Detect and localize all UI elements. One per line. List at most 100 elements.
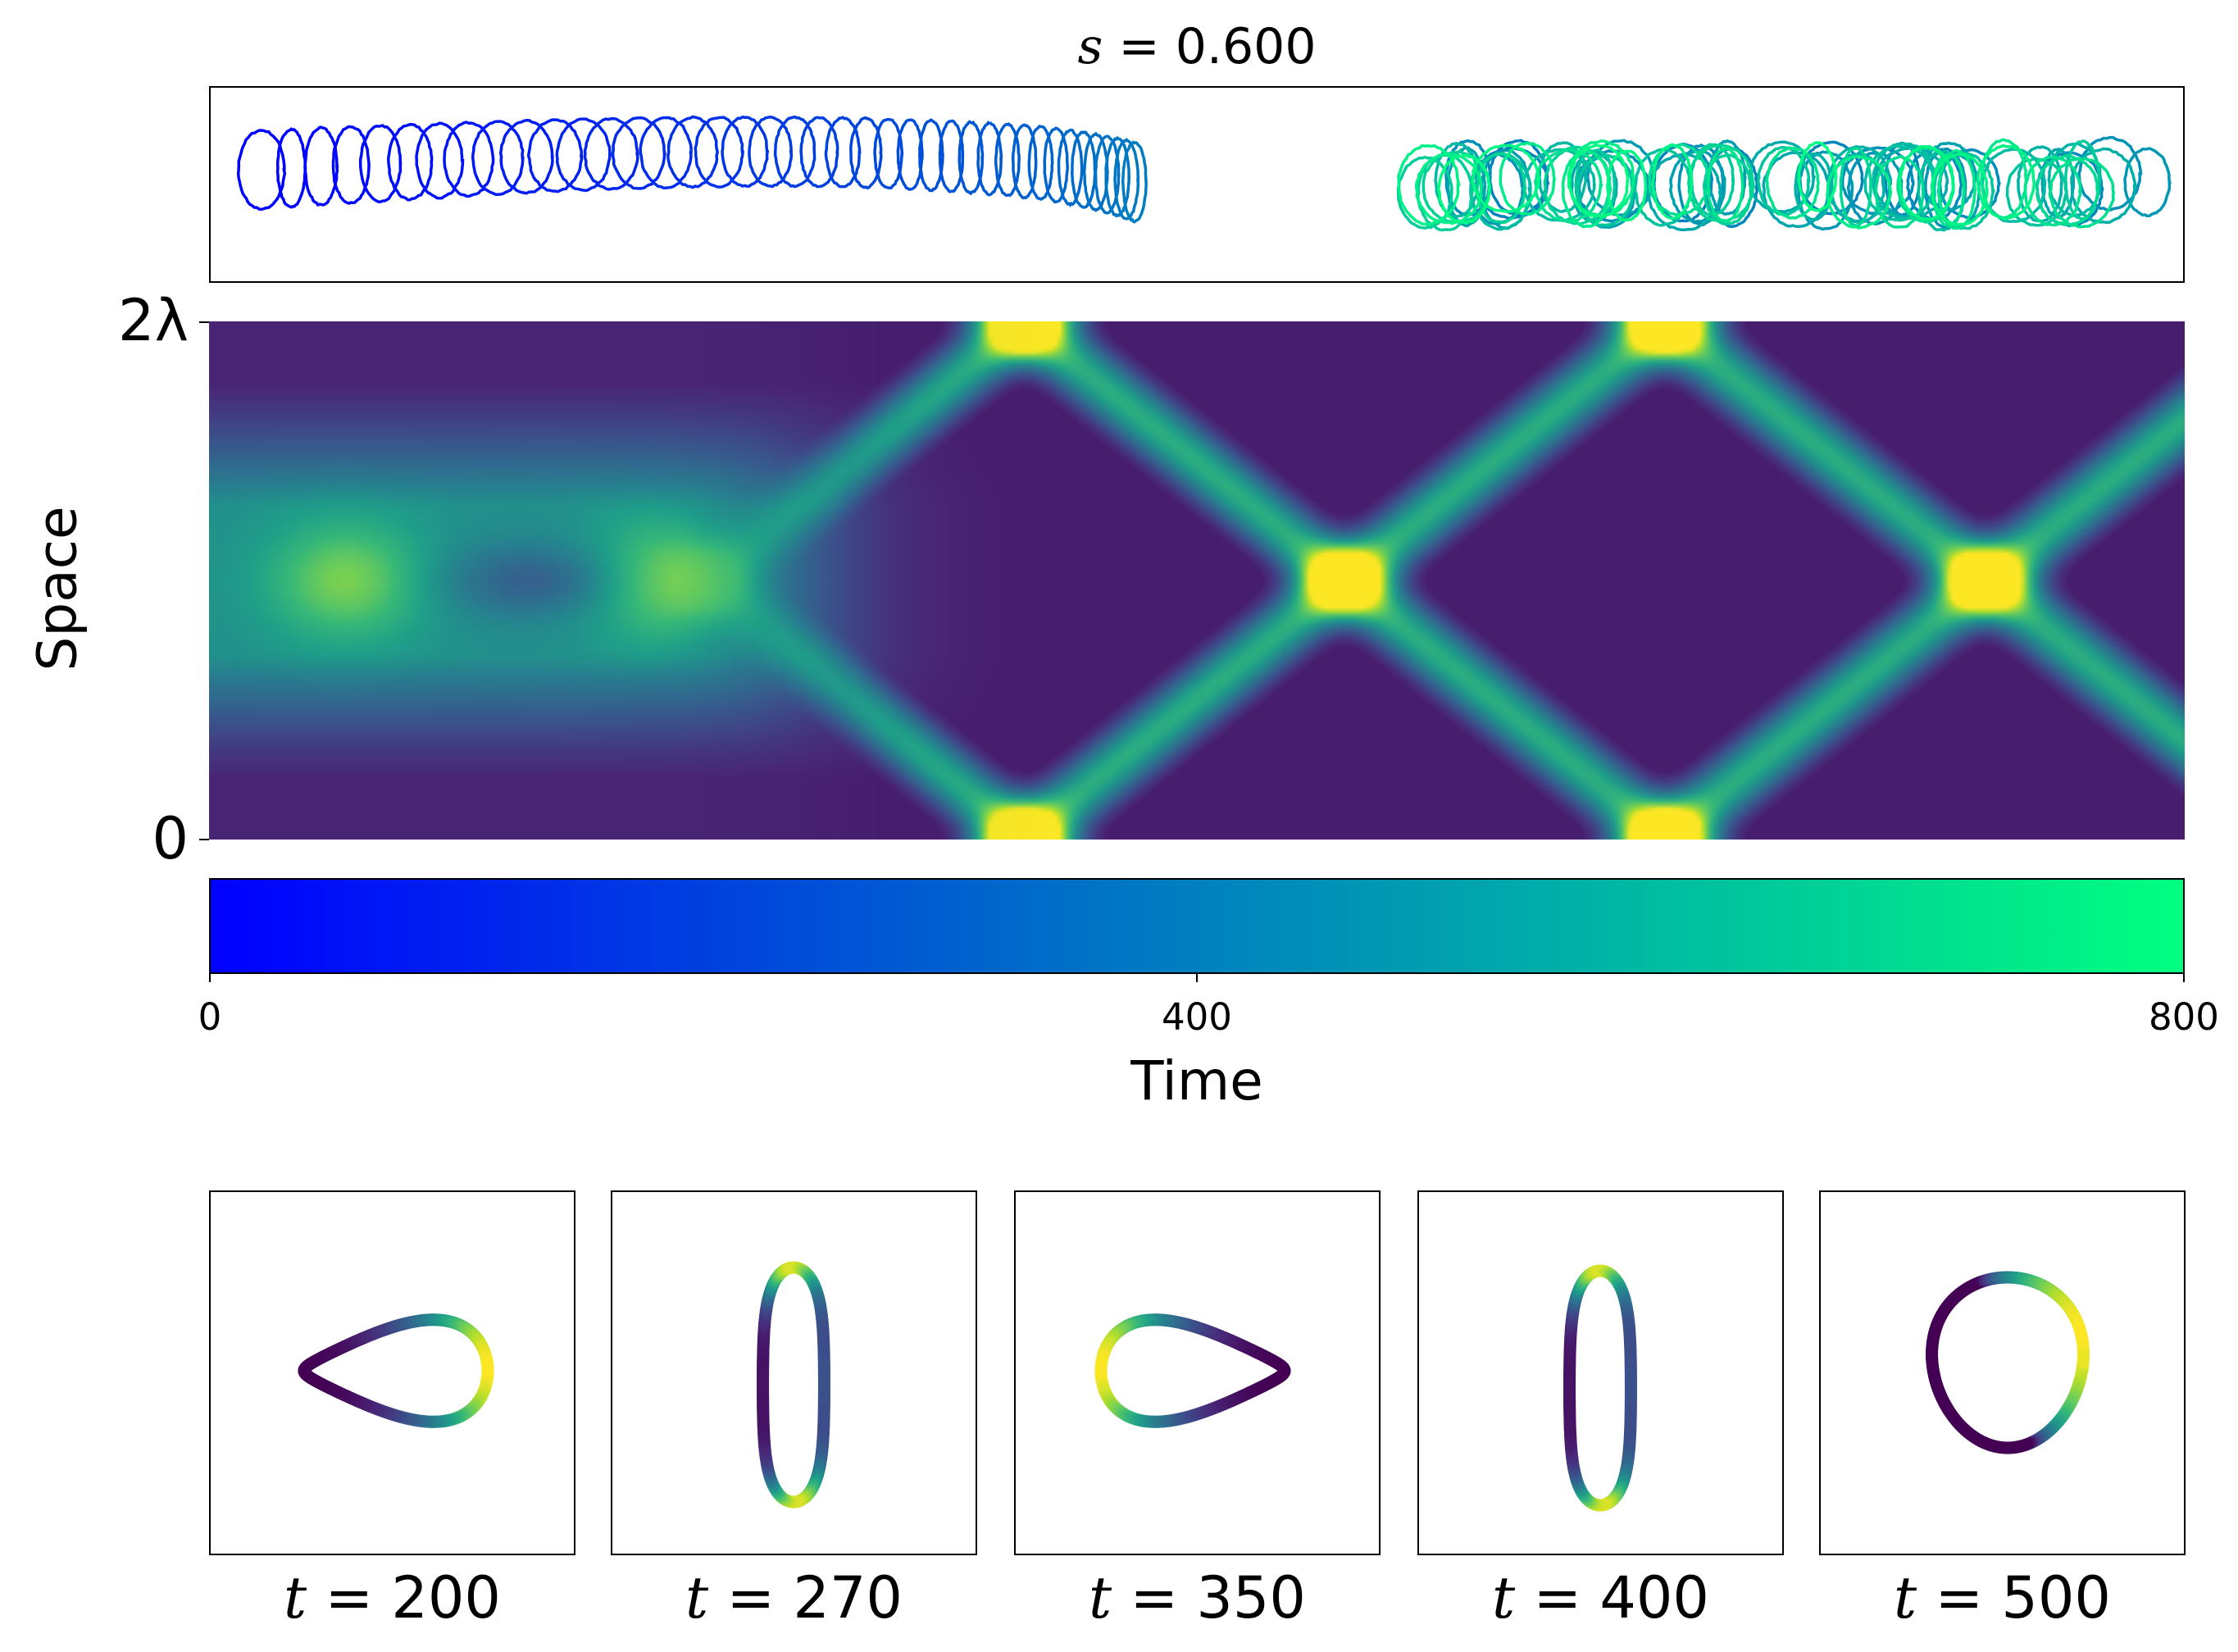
cell-contour	[1796, 150, 1854, 231]
snapshot-label-0: t = 200	[209, 1564, 575, 1632]
trajectory-panel	[209, 86, 2185, 283]
title-value: = 0.600	[1118, 18, 1317, 75]
snapshot-label-1: t = 270	[611, 1564, 977, 1632]
cell-contour	[639, 116, 693, 189]
time-value: = 400	[1533, 1564, 1709, 1632]
title-variable: s	[1077, 18, 1103, 75]
cell-contour	[1576, 153, 1635, 227]
cell-contour	[896, 118, 924, 191]
snapshot-label-4: t = 500	[1819, 1564, 2186, 1632]
cell-shape-plot	[757, 1261, 830, 1509]
cell-contour	[1980, 138, 2028, 220]
snapshot-panel-0	[209, 1190, 575, 1555]
time-value: = 350	[1130, 1564, 1306, 1632]
cell-contour	[611, 116, 666, 190]
snapshot-label-2: t = 350	[1014, 1564, 1381, 1632]
cell-contour	[1646, 152, 1723, 232]
cell-contour	[1561, 149, 1612, 229]
cell-contour	[1585, 139, 1656, 216]
cell-contour	[583, 117, 639, 191]
snapshot-panel-2	[1014, 1190, 1381, 1555]
time-variable: t	[685, 1564, 709, 1632]
cell-contour	[1976, 143, 2036, 221]
colorbar-tick-mark-800	[2183, 974, 2185, 982]
cell-contour	[1057, 128, 1084, 207]
cell-contour	[1687, 143, 1755, 223]
time-variable: t	[284, 1564, 307, 1632]
cell-contour	[1797, 141, 1838, 213]
cell-contour	[1756, 146, 1811, 216]
cell-contour	[721, 115, 770, 189]
colorbar-tick-800: 800	[2149, 995, 2219, 1039]
cell-contour	[1475, 152, 1527, 225]
cell-contour	[1898, 144, 1955, 221]
time-value: = 200	[325, 1564, 501, 1632]
time-variable: t	[1894, 1564, 1917, 1632]
cell-shape-plot	[1563, 1264, 1637, 1512]
cell-shape-plot	[1926, 1271, 2090, 1454]
cell-contour	[1606, 149, 1648, 222]
cell-contour	[236, 129, 287, 212]
cell-contour	[1499, 141, 1557, 216]
cell-contour	[824, 116, 862, 189]
cell-contour	[387, 122, 434, 202]
cell-contour	[1043, 126, 1069, 204]
time-variable: t	[1492, 1564, 1516, 1632]
cell-contour	[2035, 154, 2099, 226]
cell-contour	[1436, 153, 1492, 225]
cell-contour	[918, 118, 944, 193]
cell-contour	[1094, 134, 1121, 215]
y-tick-top: 2λ	[118, 287, 189, 354]
cell-contour	[1633, 148, 1693, 227]
time-value: = 270	[726, 1564, 903, 1632]
cell-contour	[1932, 152, 1995, 230]
cell-contour	[2123, 147, 2172, 218]
figure-title: s = 0.600	[209, 18, 2185, 75]
cell-contour	[1414, 152, 1483, 225]
cell-contour	[1027, 124, 1054, 201]
cell-contour	[415, 121, 465, 200]
cell-contour	[526, 118, 584, 193]
cell-contour	[2077, 135, 2143, 212]
cell-contour	[2017, 145, 2063, 223]
cell-contour	[331, 125, 371, 205]
snapshot-panel-4	[1819, 1190, 2186, 1555]
cell-shape-plot	[1094, 1313, 1291, 1428]
cell-contour	[994, 122, 1021, 198]
cell-contour	[1825, 154, 1893, 230]
cell-contour	[1648, 143, 1711, 216]
cell-contour	[1702, 153, 1754, 226]
cell-contour	[799, 116, 839, 189]
snapshot-panel-3	[1417, 1190, 1784, 1555]
time-variable: t	[1089, 1564, 1112, 1632]
cell-contour	[1794, 152, 1834, 221]
cell-shape-plot	[298, 1313, 494, 1428]
y-tick-mark-bottom	[199, 839, 209, 840]
colorbar-tick-0: 0	[198, 995, 222, 1039]
cell-contour	[1471, 143, 1541, 213]
cell-contour	[1397, 143, 1461, 226]
cell-contour	[958, 120, 985, 196]
cell-contour	[976, 121, 1003, 197]
snapshot-panel-1	[611, 1190, 977, 1555]
cell-contour	[1121, 140, 1148, 224]
y-tick-mark-top	[199, 321, 209, 323]
cell-contour	[358, 124, 403, 203]
cell-contour	[498, 118, 554, 195]
cell-contour	[2070, 147, 2137, 225]
cell-contour	[873, 117, 904, 190]
cell-contour	[1533, 148, 1603, 223]
cell-contour	[1113, 137, 1140, 221]
cell-contour	[1104, 135, 1130, 218]
colorbar-tick-mark-0	[209, 974, 211, 982]
cell-contour	[303, 125, 339, 207]
colorbar-tick-400: 400	[1162, 995, 1232, 1039]
cell-contour	[1930, 152, 1989, 226]
cell-contour	[2048, 157, 2116, 229]
x-axis-label: Time	[1130, 1049, 1263, 1113]
cell-contour	[1011, 123, 1038, 200]
cell-contour	[748, 115, 794, 189]
cell-contour	[1567, 143, 1630, 218]
cell-contour	[666, 115, 720, 189]
cell-contour	[694, 116, 745, 189]
